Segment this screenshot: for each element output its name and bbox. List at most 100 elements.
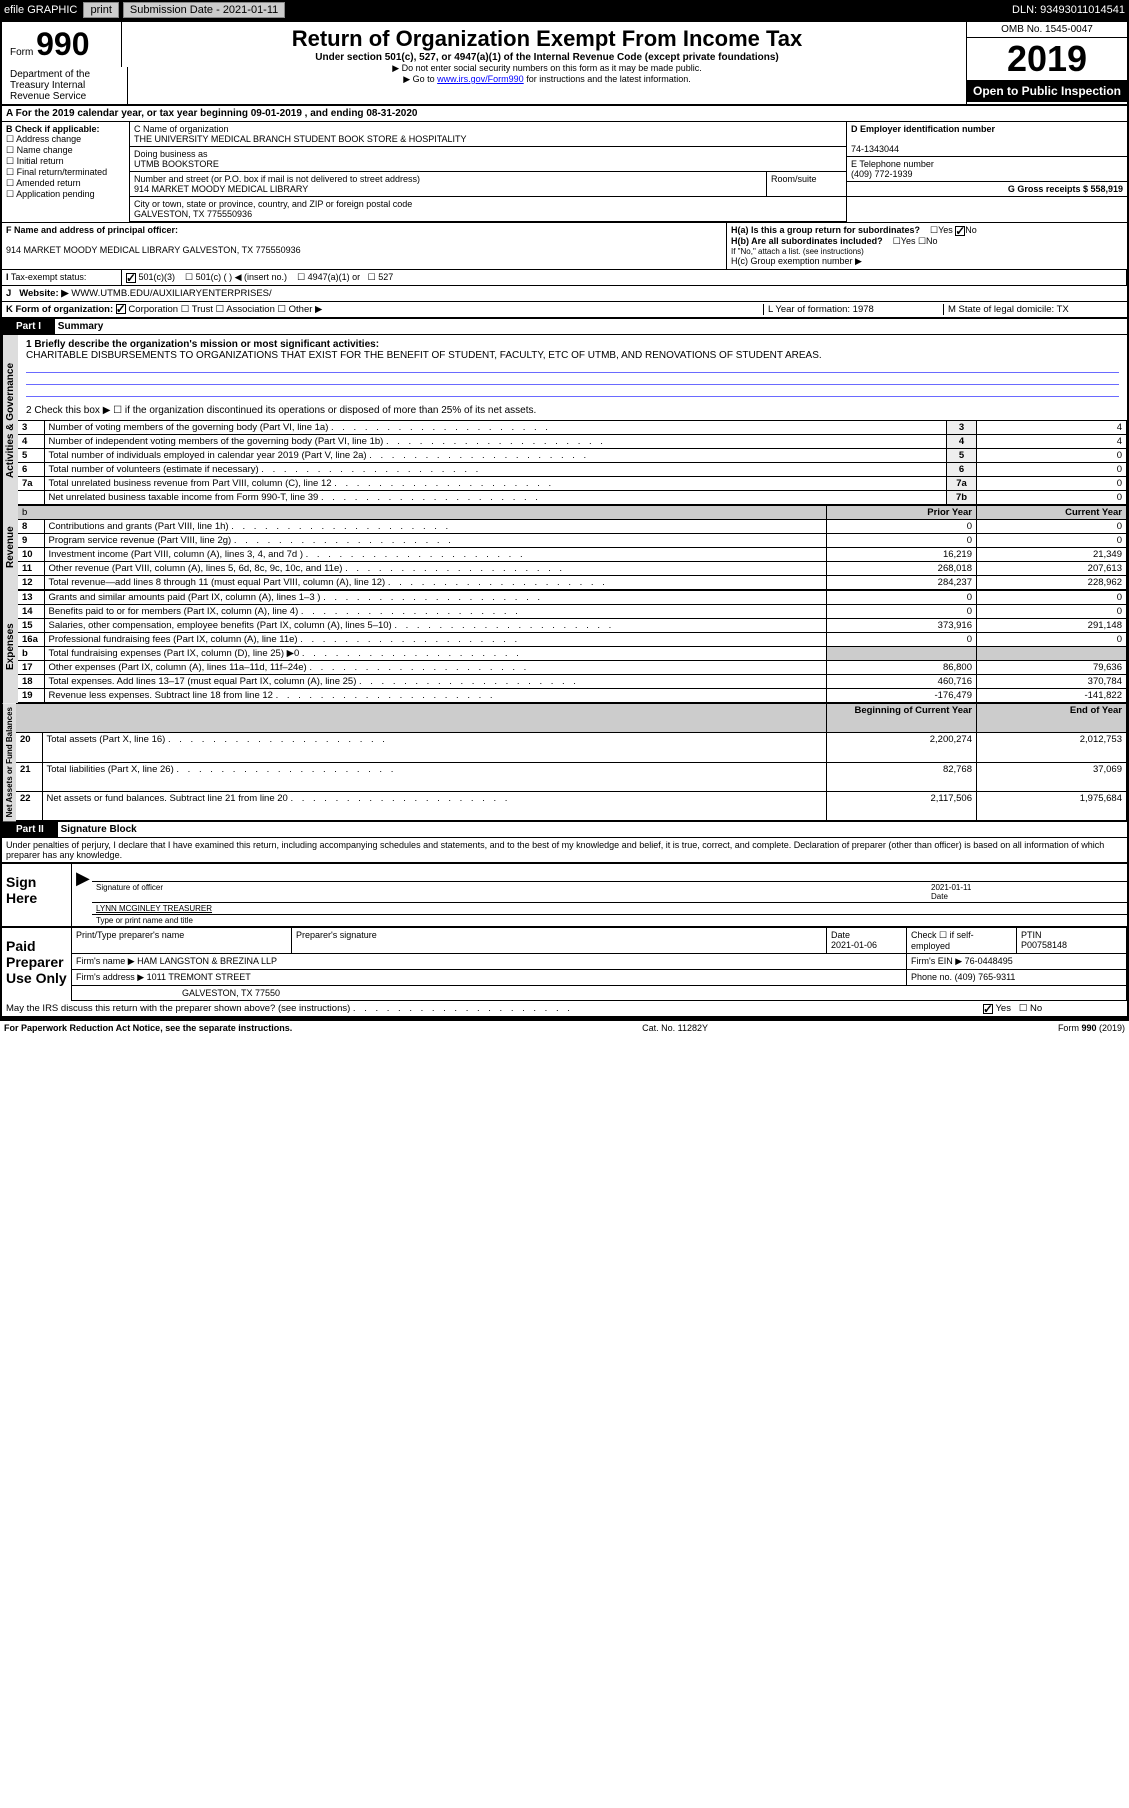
fein: 76-0448495: [965, 956, 1013, 966]
faddr2: GALVESTON, TX 77550: [72, 986, 1127, 1001]
fein-label: Firm's EIN ▶: [911, 956, 962, 966]
hdr-beg-year: Beginning of Current Year: [854, 705, 972, 716]
ssn-note: ▶ Do not enter social security numbers o…: [132, 63, 962, 74]
chk-initial: Initial return: [17, 156, 64, 166]
box-b-title: B Check if applicable:: [6, 124, 100, 134]
ha-yes: Yes: [938, 225, 953, 235]
firm-label: Firm's name ▶: [76, 956, 135, 966]
submission-date: Submission Date - 2021-01-11: [123, 2, 285, 18]
hc-label: H(c) Group exemption number ▶: [731, 256, 1123, 267]
top-bar: efile GRAPHIC print Submission Date - 20…: [0, 0, 1129, 20]
vtab-revenue: Revenue: [2, 505, 18, 590]
table-row: 10Investment income (Part VIII, column (…: [18, 548, 1127, 562]
officer-label: F Name and address of principal officer:: [6, 225, 178, 235]
footer: For Paperwork Reduction Act Notice, see …: [0, 1019, 1129, 1035]
addr: 914 MARKET MOODY MEDICAL LIBRARY: [134, 184, 308, 194]
org-name-label: C Name of organization: [134, 124, 229, 134]
print-button[interactable]: print: [83, 2, 118, 18]
room-label: Room/suite: [767, 172, 847, 197]
discuss-text: May the IRS discuss this return with the…: [6, 1003, 350, 1014]
sig-officer-label: Signature of officer: [92, 882, 927, 903]
faddr1: 1011 TREMONT STREET: [147, 972, 251, 982]
tax-exempt-row: I Tax-exempt status:: [2, 270, 122, 286]
te-527: 527: [378, 272, 393, 282]
table-row: 16aProfessional fundraising fees (Part I…: [18, 633, 1127, 647]
table-row: 12Total revenue—add lines 8 through 11 (…: [18, 576, 1127, 590]
sig-name-label: Type or print name and title: [92, 915, 1127, 926]
vtab-governance: Activities & Governance: [2, 335, 18, 505]
table-row: 20Total assets (Part X, line 16) 2,200,2…: [16, 733, 1127, 762]
website: WWW.UTMB.EDU/AUXILIARYENTERPRISES/: [71, 288, 271, 299]
table-row: 15Salaries, other compensation, employee…: [18, 619, 1127, 633]
state-domicile: M State of legal domicile: TX: [943, 304, 1123, 315]
k-other: Other ▶: [289, 304, 323, 315]
prep-name-label: Print/Type preparer's name: [72, 928, 292, 954]
k-corp: Corporation: [128, 304, 178, 315]
phone-label: E Telephone number: [851, 159, 934, 169]
discuss-yes-check: [983, 1004, 993, 1014]
officer-addr: 914 MARKET MOODY MEDICAL LIBRARY GALVEST…: [6, 245, 301, 255]
discuss-yes: Yes: [995, 1003, 1011, 1014]
firm-name: HAM LANGSTON & BREZINA LLP: [137, 956, 277, 966]
irs-link[interactable]: www.irs.gov/Form990: [437, 74, 524, 84]
sig-name: LYNN MCGINLEY TREASURER: [96, 904, 212, 913]
k-assoc: Association: [226, 304, 275, 315]
chk-address: Address change: [16, 134, 81, 144]
table-row: 9Program service revenue (Part VIII, lin…: [18, 534, 1127, 548]
part1-label: Part I: [2, 319, 55, 334]
table-row: 14Benefits paid to or for members (Part …: [18, 605, 1127, 619]
hdr-end-year: End of Year: [1070, 705, 1122, 716]
line1-label: 1 Briefly describe the organization's mi…: [26, 339, 379, 350]
ha-label: H(a) Is this a group return for subordin…: [731, 225, 920, 235]
revenue-table: bPrior YearCurrent Year 8Contributions a…: [18, 505, 1127, 590]
year-formation: L Year of formation: 1978: [763, 304, 943, 315]
dln: DLN: 93493011014541: [1012, 4, 1125, 16]
dba-label: Doing business as: [134, 149, 208, 159]
discuss-no: No: [1030, 1003, 1042, 1014]
omb-number: OMB No. 1545-0047: [967, 22, 1127, 38]
vtab-expenses: Expenses: [2, 590, 18, 703]
form-number: 990: [36, 26, 89, 62]
table-row: 8Contributions and grants (Part VIII, li…: [18, 520, 1127, 534]
table-row: 17Other expenses (Part IX, column (A), l…: [18, 661, 1127, 675]
prep-sig-label: Preparer's signature: [292, 928, 827, 954]
addr-label: Number and street (or P.O. box if mail i…: [134, 174, 420, 184]
table-row: 4Number of independent voting members of…: [18, 435, 1127, 449]
netassets-table: Beginning of Current Year End of Year 20T…: [16, 703, 1127, 821]
te-label: Tax-exempt status:: [11, 272, 87, 282]
ein: 74-1343044: [851, 144, 899, 154]
part1-title: Summary: [58, 321, 104, 332]
open-public: Open to Public Inspection: [967, 80, 1127, 102]
paid-preparer-label: Paid Preparer Use Only: [2, 928, 72, 1001]
table-row: 19Revenue less expenses. Subtract line 1…: [18, 689, 1127, 703]
table-row: 18Total expenses. Add lines 13–17 (must …: [18, 675, 1127, 689]
city-label: City or town, state or province, country…: [134, 199, 412, 209]
mission-text: CHARITABLE DISBURSEMENTS TO ORGANIZATION…: [26, 350, 822, 361]
chk-501c3: [126, 273, 136, 283]
period-row: A For the 2019 calendar year, or tax yea…: [2, 106, 1127, 122]
vtab-netassets: Net Assets or Fund Balances: [2, 703, 16, 821]
goto-post: for instructions and the latest informat…: [524, 74, 691, 84]
table-row: 5Total number of individuals employed in…: [18, 449, 1127, 463]
chk-name: Name change: [17, 145, 73, 155]
footer-right: Form 990 (2019): [1058, 1023, 1125, 1033]
hb-no: No: [926, 236, 938, 246]
part2-label: Part II: [2, 822, 58, 837]
footer-mid: Cat. No. 11282Y: [642, 1023, 708, 1033]
prep-date-label: Date: [831, 930, 850, 940]
table-row: Net unrelated business taxable income fr…: [18, 491, 1127, 505]
table-row: 11Other revenue (Part VIII, column (A), …: [18, 562, 1127, 576]
chk-amended: Amended return: [16, 178, 81, 188]
governance-table: 3Number of voting members of the governi…: [18, 420, 1127, 505]
expenses-table: 13Grants and similar amounts paid (Part …: [18, 590, 1127, 703]
arrow-icon: ▶: [72, 864, 92, 926]
table-row: 3Number of voting members of the governi…: [18, 421, 1127, 435]
dba: UTMB BOOKSTORE: [134, 159, 219, 169]
box-b: B Check if applicable: ☐ Address change …: [2, 122, 130, 222]
fphone-label: Phone no.: [911, 972, 952, 982]
goto-pre: ▶ Go to: [403, 74, 437, 84]
ptin: P00758148: [1021, 940, 1067, 950]
te-501c3: 501(c)(3): [139, 272, 176, 282]
perjury-text: Under penalties of perjury, I declare th…: [2, 838, 1127, 862]
phone: (409) 772-1939: [851, 169, 913, 179]
